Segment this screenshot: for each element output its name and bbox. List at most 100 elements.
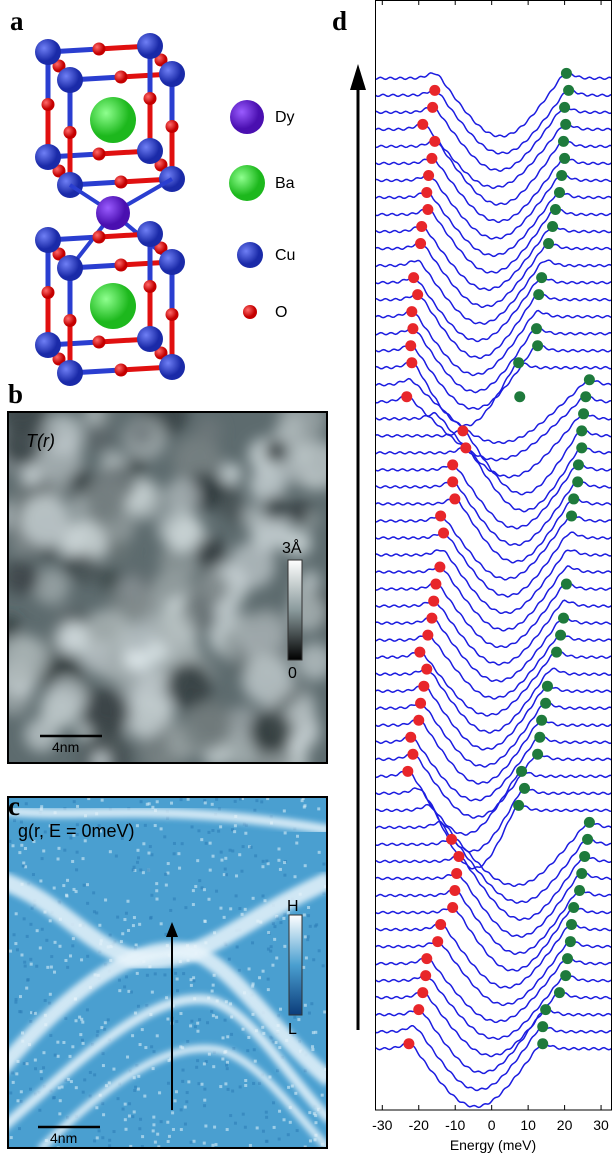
- texture: [270, 945, 273, 948]
- texture: [265, 1111, 268, 1114]
- peak-marker: [556, 170, 567, 181]
- texture: [80, 1018, 83, 1021]
- image-label: g(r, E = 0meV): [18, 821, 135, 841]
- texture: [66, 966, 69, 969]
- texture: [220, 859, 223, 862]
- texture: [193, 1140, 196, 1143]
- texture: [234, 800, 237, 803]
- texture: [191, 825, 194, 828]
- texture: [263, 495, 290, 522]
- cu-atom: [35, 332, 61, 358]
- cu-atom: [57, 360, 83, 386]
- texture: [227, 1088, 230, 1091]
- texture: [283, 461, 307, 485]
- texture: [20, 1100, 23, 1103]
- texture: [226, 1061, 229, 1064]
- texture: [294, 1092, 297, 1095]
- texture: [182, 972, 185, 975]
- texture: [10, 564, 40, 594]
- texture: [283, 874, 286, 877]
- texture: [219, 825, 222, 828]
- texture: [49, 993, 52, 996]
- texture: [278, 1046, 281, 1049]
- peak-marker: [423, 170, 434, 181]
- texture: [41, 928, 44, 931]
- texture: [260, 800, 263, 803]
- texture: [83, 884, 86, 887]
- texture: [275, 956, 278, 959]
- texture: [224, 868, 227, 871]
- texture: [267, 948, 270, 951]
- spectrum: [375, 788, 611, 852]
- texture: [42, 1066, 45, 1069]
- texture: [158, 1091, 161, 1094]
- texture: [29, 1088, 32, 1091]
- texture: [49, 475, 69, 495]
- o-atom: [64, 314, 77, 327]
- texture: [311, 1048, 314, 1051]
- peak-marker: [531, 323, 542, 334]
- cu-atom: [137, 138, 163, 164]
- texture: [187, 1080, 190, 1083]
- cu-atom: [137, 221, 163, 247]
- legend-label: Dy: [275, 109, 295, 126]
- texture: [167, 862, 170, 865]
- peak-marker: [532, 340, 543, 351]
- texture: [48, 1002, 51, 1005]
- texture: [136, 824, 139, 827]
- texture: [113, 1130, 116, 1133]
- texture: [109, 850, 112, 853]
- image-label: T(r): [26, 431, 55, 451]
- texture: [96, 1030, 99, 1033]
- texture: [89, 1095, 92, 1098]
- texture: [146, 974, 149, 977]
- texture: [215, 890, 218, 893]
- texture: [122, 1108, 125, 1111]
- texture: [70, 1080, 73, 1083]
- texture: [225, 873, 228, 876]
- texture: [252, 897, 255, 900]
- peak-marker: [434, 562, 445, 573]
- peak-marker: [414, 647, 425, 658]
- texture: [293, 1016, 296, 1019]
- o-atom: [93, 43, 106, 56]
- texture: [168, 1135, 171, 1138]
- peak-marker: [540, 1004, 551, 1015]
- texture: [14, 1001, 17, 1004]
- peak-marker: [559, 153, 570, 164]
- texture: [10, 1136, 13, 1139]
- peak-marker: [405, 340, 416, 351]
- texture: [155, 889, 158, 892]
- texture: [153, 1050, 156, 1053]
- texture: [210, 1010, 213, 1013]
- texture: [126, 900, 129, 903]
- texture: [109, 541, 130, 562]
- texture: [176, 978, 179, 981]
- texture: [311, 1045, 314, 1048]
- texture: [71, 944, 74, 947]
- texture: [115, 855, 118, 858]
- texture: [262, 1130, 265, 1133]
- texture: [230, 1033, 233, 1036]
- texture: [307, 906, 310, 909]
- peak-marker: [516, 766, 527, 777]
- texture: [160, 922, 163, 925]
- texture: [132, 868, 135, 871]
- texture: [54, 941, 57, 944]
- texture: [13, 933, 16, 936]
- peak-marker: [447, 476, 458, 487]
- texture: [194, 537, 226, 569]
- texture: [208, 1053, 211, 1056]
- texture: [138, 1127, 141, 1130]
- texture: [32, 873, 35, 876]
- texture: [224, 1082, 227, 1085]
- texture: [200, 1083, 203, 1086]
- peak-marker: [566, 919, 577, 930]
- cu-atom: [57, 67, 83, 93]
- peak-marker: [415, 698, 426, 709]
- texture: [287, 1086, 290, 1089]
- texture: [170, 802, 173, 805]
- texture: [314, 1121, 317, 1124]
- texture: [246, 1049, 249, 1052]
- peak-marker: [427, 102, 438, 113]
